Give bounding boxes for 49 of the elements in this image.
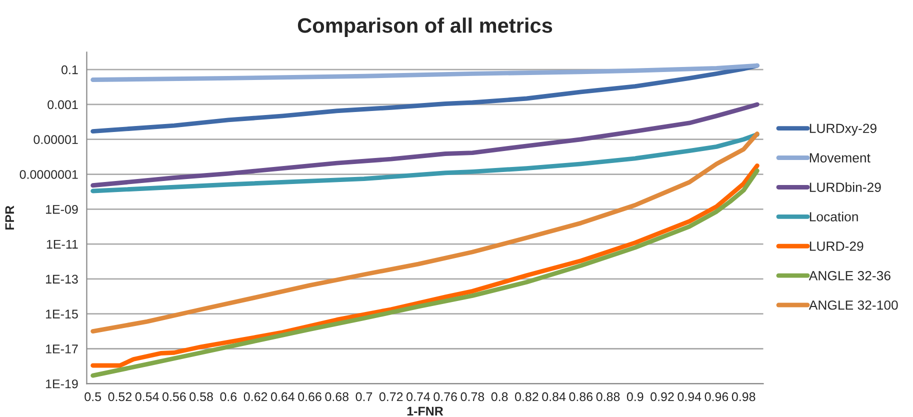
legend-label: LURDbin-29: [810, 182, 881, 192]
y-axis-title: FPR: [5, 206, 14, 230]
x-tick-label: 0.86: [569, 392, 593, 402]
legend-label: Location: [810, 212, 858, 222]
legend-label: ANGLE 32-36: [808, 270, 890, 280]
x-axis-title: 1-FNR: [407, 406, 444, 416]
y-tick-label: 1E-17: [46, 344, 78, 354]
x-tick-label: 0.9: [626, 392, 644, 402]
x-tick-label: 0.62: [244, 392, 268, 402]
legend-label: ANGLE 32-100: [808, 300, 898, 310]
x-tick-label: 0.64: [270, 392, 294, 402]
legend-label: LURD-29: [810, 242, 864, 251]
y-tick-label: 0.00001: [34, 135, 78, 144]
x-tick-label: 0.68: [325, 392, 348, 402]
y-tick-label: 1E-15: [46, 310, 78, 318]
y-tick-label: 1E-19: [46, 379, 78, 388]
y-tick-label: 0.0000001: [20, 170, 78, 179]
y-tick-label: 1E-09: [46, 204, 78, 214]
legend-label: Movement: [810, 153, 870, 163]
x-tick-label: 0.76: [434, 392, 457, 402]
x-tick-label: 0.56: [162, 392, 186, 402]
x-tick-label: 0.7: [356, 392, 372, 402]
chart-title: Comparison of all metrics: [298, 18, 552, 38]
x-tick-label: 0.88: [596, 392, 620, 402]
x-tick-label: 0.92: [650, 392, 674, 402]
line-series: [90, 132, 760, 194]
x-tick-label: 0.5: [84, 392, 101, 402]
x-tick-label: 0.84: [542, 392, 566, 402]
x-tick-label: 0.52: [108, 392, 132, 402]
x-tick-label: 0.78: [460, 392, 484, 402]
x-tick-label: 0.66: [298, 392, 322, 402]
y-tick-label: 1E-13: [46, 274, 78, 284]
x-tick-label: 0.96: [704, 392, 728, 402]
legend-label: LURDxy-29: [810, 124, 876, 136]
y-tick-label: 1E-11: [46, 240, 78, 249]
x-tick-label: 0.8: [491, 392, 508, 402]
y-tick-label: 0.001: [48, 100, 78, 110]
x-tick-label: 0.82: [515, 392, 538, 402]
line-series: [90, 63, 760, 82]
line-series: [90, 102, 760, 188]
x-tick-label: 0.72: [379, 392, 403, 402]
x-tick-label: 0.6: [220, 392, 237, 402]
y-tick-label: 0.1: [62, 65, 78, 74]
x-tick-label: 0.98: [732, 392, 756, 402]
line-series: [90, 132, 760, 334]
x-tick-label: 0.54: [135, 392, 159, 402]
x-tick-label: 0.58: [190, 392, 213, 402]
x-tick-label: 0.94: [678, 392, 702, 402]
x-tick-label: 0.74: [406, 392, 430, 402]
